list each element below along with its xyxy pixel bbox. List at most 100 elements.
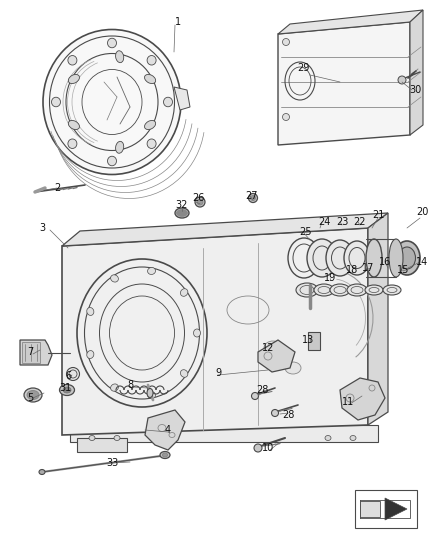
Ellipse shape (87, 308, 94, 316)
Ellipse shape (347, 284, 367, 296)
Ellipse shape (365, 285, 383, 295)
Polygon shape (360, 501, 380, 517)
Ellipse shape (175, 208, 189, 218)
Ellipse shape (394, 241, 420, 275)
Text: 7: 7 (27, 347, 33, 357)
Ellipse shape (283, 114, 290, 120)
Text: 5: 5 (27, 393, 33, 403)
Polygon shape (258, 340, 295, 372)
Ellipse shape (147, 389, 153, 398)
Polygon shape (278, 22, 410, 145)
Text: 3: 3 (39, 223, 45, 233)
Polygon shape (20, 340, 52, 365)
Circle shape (398, 76, 406, 84)
Ellipse shape (389, 239, 403, 277)
Polygon shape (70, 425, 378, 442)
Text: 24: 24 (318, 217, 330, 227)
Ellipse shape (285, 362, 301, 374)
Ellipse shape (288, 238, 320, 278)
Ellipse shape (251, 392, 258, 400)
Ellipse shape (197, 199, 203, 205)
Ellipse shape (344, 241, 370, 275)
Polygon shape (174, 87, 190, 110)
Ellipse shape (180, 370, 188, 377)
Text: 29: 29 (297, 63, 309, 73)
Ellipse shape (194, 329, 201, 337)
Ellipse shape (68, 120, 79, 130)
Ellipse shape (107, 38, 117, 48)
Text: 17: 17 (362, 263, 374, 273)
Polygon shape (62, 228, 368, 435)
Text: 8: 8 (127, 380, 133, 390)
Ellipse shape (399, 247, 416, 269)
Ellipse shape (195, 197, 205, 207)
Ellipse shape (39, 470, 45, 474)
Text: 26: 26 (192, 193, 204, 203)
Ellipse shape (68, 139, 77, 149)
Ellipse shape (296, 283, 318, 297)
Polygon shape (62, 213, 388, 246)
Polygon shape (385, 498, 407, 520)
Ellipse shape (107, 156, 117, 166)
Ellipse shape (43, 29, 181, 174)
Text: 20: 20 (416, 207, 428, 217)
Ellipse shape (248, 193, 258, 203)
Ellipse shape (68, 55, 77, 65)
Ellipse shape (325, 435, 331, 440)
Text: 33: 33 (106, 458, 118, 468)
Text: 22: 22 (354, 217, 366, 227)
Text: 13: 13 (302, 335, 314, 345)
Text: 11: 11 (342, 397, 354, 407)
Ellipse shape (114, 435, 120, 440)
Ellipse shape (326, 240, 354, 276)
Polygon shape (22, 342, 40, 363)
Ellipse shape (87, 351, 94, 359)
Text: 16: 16 (379, 257, 391, 267)
Polygon shape (77, 438, 127, 452)
Text: 27: 27 (246, 191, 258, 201)
Text: 10: 10 (262, 443, 274, 453)
Text: 14: 14 (416, 257, 428, 267)
Ellipse shape (148, 268, 155, 274)
Ellipse shape (147, 139, 156, 149)
Text: 4: 4 (165, 425, 171, 435)
Ellipse shape (330, 284, 350, 296)
Ellipse shape (148, 392, 155, 399)
Text: 31: 31 (59, 383, 71, 393)
Ellipse shape (177, 209, 187, 216)
Polygon shape (145, 410, 185, 450)
Ellipse shape (163, 97, 173, 107)
Text: 18: 18 (346, 265, 358, 275)
Text: 12: 12 (262, 343, 274, 353)
Ellipse shape (307, 239, 337, 277)
Ellipse shape (283, 38, 290, 45)
Ellipse shape (116, 51, 124, 63)
Ellipse shape (145, 75, 155, 84)
Text: 28: 28 (256, 385, 268, 395)
Ellipse shape (350, 435, 356, 440)
Ellipse shape (24, 388, 42, 402)
Text: 1: 1 (175, 17, 181, 27)
Text: 19: 19 (324, 273, 336, 283)
Text: 32: 32 (176, 200, 188, 210)
Ellipse shape (111, 275, 118, 282)
Text: 6: 6 (65, 371, 71, 381)
Text: 28: 28 (282, 410, 294, 420)
Ellipse shape (68, 75, 79, 84)
Ellipse shape (366, 239, 382, 277)
Ellipse shape (89, 435, 95, 440)
Text: 9: 9 (215, 368, 221, 378)
Ellipse shape (60, 384, 74, 395)
Polygon shape (340, 378, 385, 420)
Ellipse shape (314, 284, 334, 296)
Ellipse shape (116, 141, 124, 154)
Polygon shape (308, 332, 320, 350)
Ellipse shape (254, 444, 262, 452)
Polygon shape (410, 10, 423, 135)
Ellipse shape (180, 289, 188, 296)
Text: 21: 21 (372, 210, 384, 220)
Ellipse shape (162, 453, 167, 457)
Ellipse shape (111, 384, 118, 391)
Ellipse shape (383, 285, 401, 295)
Ellipse shape (272, 409, 279, 416)
